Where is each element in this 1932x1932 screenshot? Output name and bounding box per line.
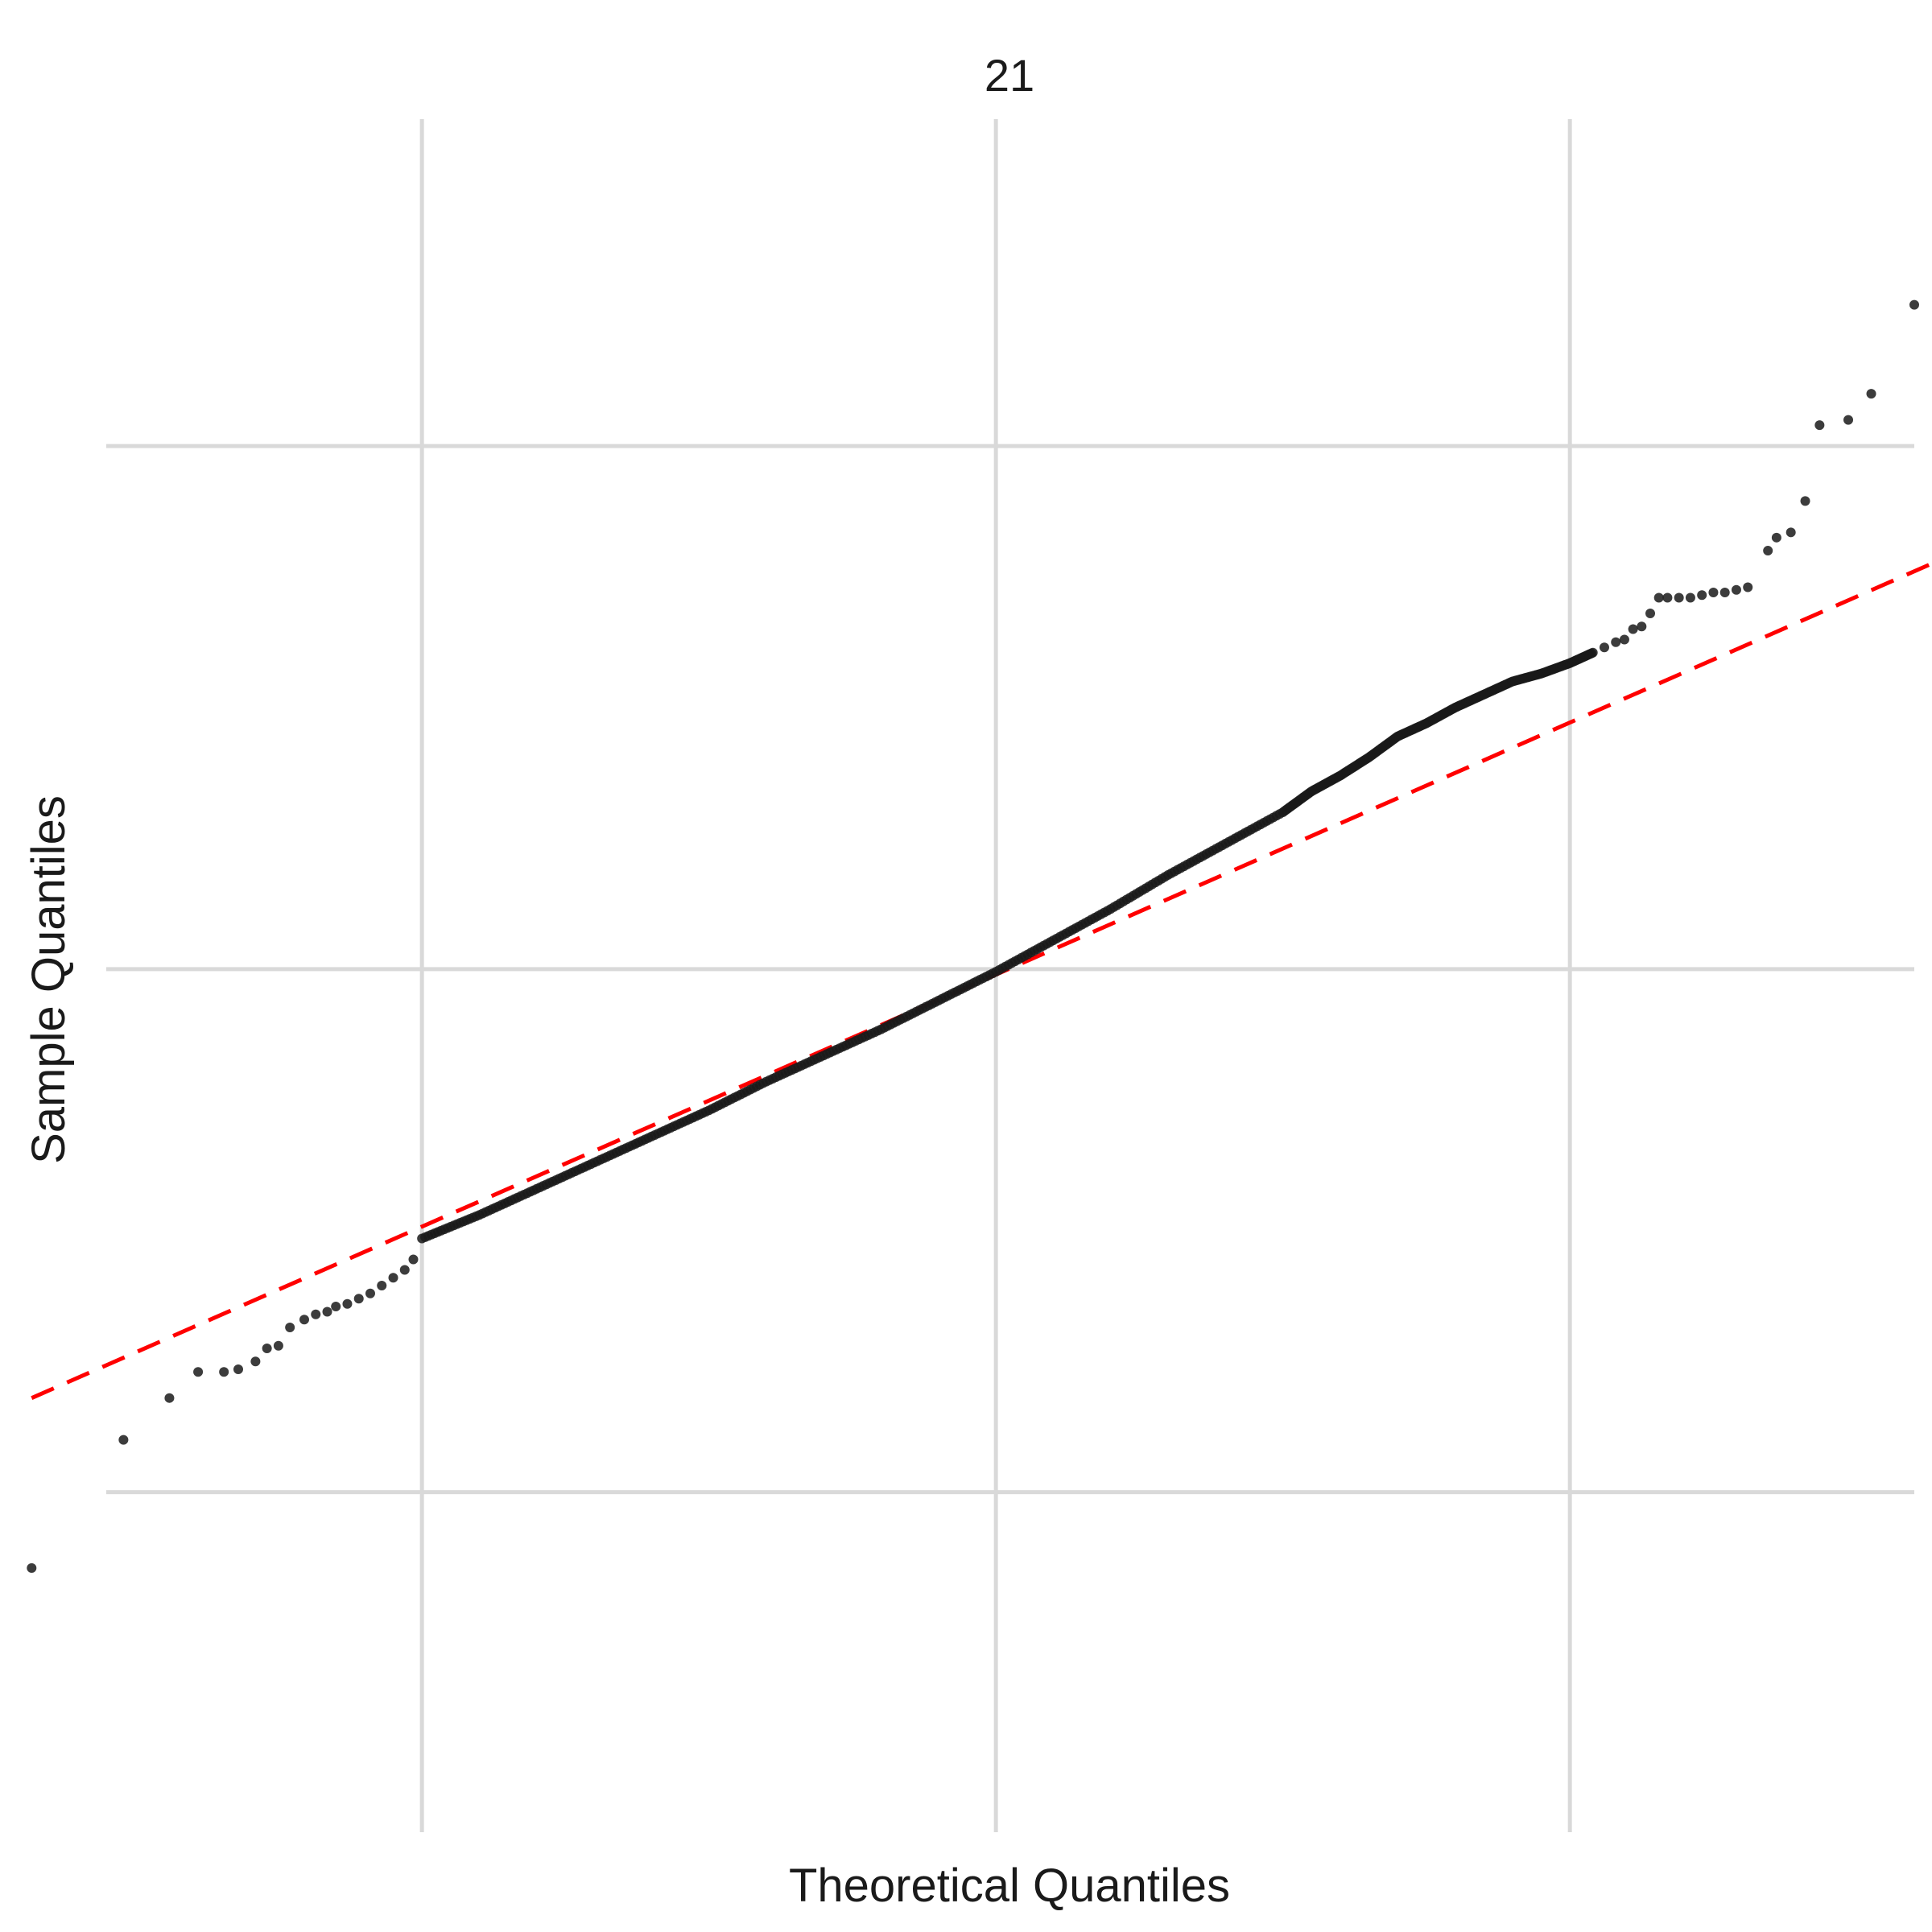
sample-point	[1708, 588, 1719, 598]
sample-point	[1697, 590, 1707, 601]
sample-point	[1685, 592, 1695, 603]
sample-point	[262, 1343, 272, 1353]
sample-point	[1587, 647, 1598, 658]
sample-point	[1763, 546, 1773, 556]
sample-point	[1674, 592, 1684, 603]
sample-point	[1731, 584, 1741, 595]
sample-point	[322, 1307, 332, 1317]
sample-point	[118, 1435, 129, 1445]
sample-point	[273, 1340, 283, 1351]
sample-point	[219, 1367, 229, 1377]
sample-point	[1599, 642, 1609, 653]
sample-point	[1843, 415, 1854, 425]
sample-point	[353, 1294, 364, 1304]
sample-point	[1743, 582, 1753, 592]
sample-point	[1814, 420, 1825, 431]
sample-point	[27, 1563, 37, 1573]
sample-point	[408, 1254, 419, 1265]
sample-point	[1645, 609, 1656, 619]
sample-point	[1662, 592, 1673, 603]
sample-point	[377, 1280, 387, 1290]
sample-point	[164, 1393, 175, 1403]
sample-point	[399, 1265, 410, 1275]
sample-point	[311, 1309, 321, 1319]
sample-point	[1619, 634, 1629, 645]
sample-point	[1611, 637, 1621, 647]
sample-point	[342, 1298, 353, 1309]
sample-point	[388, 1273, 398, 1283]
sample-point	[1800, 496, 1810, 506]
sample-point	[1637, 621, 1647, 632]
y-axis-label: Sample Quantiles	[23, 795, 75, 1164]
sample-point	[1719, 588, 1730, 598]
sample-point	[250, 1356, 261, 1367]
chart-title: 21	[985, 50, 1034, 101]
gridlines	[106, 119, 1914, 1832]
sample-point	[285, 1322, 295, 1332]
sample-point	[1628, 624, 1638, 634]
sample-points	[27, 299, 1919, 1573]
sample-point	[365, 1288, 375, 1298]
x-axis-label: Theoretical Quantiles	[789, 1860, 1230, 1912]
sample-point	[331, 1301, 341, 1311]
sample-point	[1785, 527, 1796, 538]
sample-point	[299, 1315, 309, 1325]
sample-point	[1866, 389, 1876, 399]
sample-point	[1909, 299, 1919, 310]
sample-point	[193, 1367, 204, 1377]
sample-point	[1771, 532, 1781, 543]
sample-point	[233, 1364, 243, 1374]
sample-point	[1653, 592, 1664, 603]
